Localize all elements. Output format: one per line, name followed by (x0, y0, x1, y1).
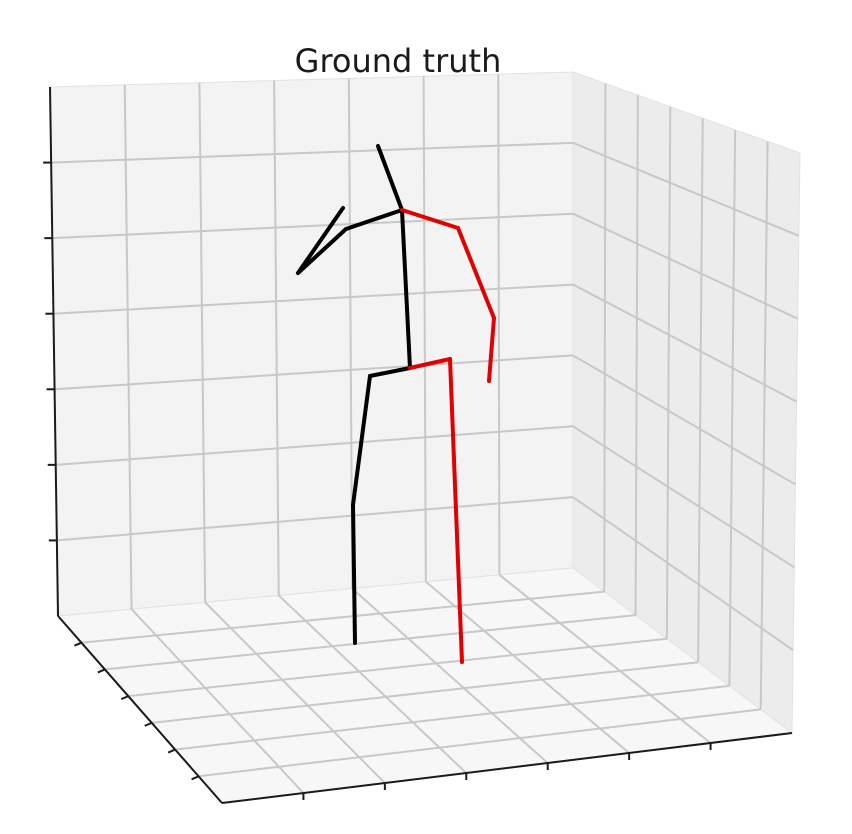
back-wall-grid-horizontal (54, 354, 574, 391)
floor-grid-width (151, 661, 699, 724)
y-axis-tick (97, 668, 106, 674)
back-wall-grid-horizontal (53, 283, 574, 315)
right-wall-grid-vertical (697, 118, 704, 663)
right-wall-grid-horizontal (572, 283, 798, 403)
back-wall-grid-vertical (497, 74, 501, 575)
right-wall-grid-horizontal (572, 141, 800, 237)
y-axis-tick (167, 748, 176, 754)
floor-grid-width (175, 684, 730, 751)
skeleton-bone-0-0 (376, 144, 404, 212)
right-wall-grid-horizontal (572, 354, 796, 486)
back-wall-grid-horizontal (51, 141, 574, 164)
back-wall-grid-horizontal (55, 425, 574, 466)
floor-grid-depth (498, 574, 712, 744)
right-wall-grid-vertical (634, 95, 639, 616)
right-wall-grid-horizontal (572, 212, 799, 320)
axis-lines (49, 86, 793, 804)
right-wall-grid-horizontal (572, 425, 795, 569)
skeleton-bone-0-3 (296, 206, 345, 275)
skeleton-bone-1-2 (487, 316, 496, 383)
skeleton-bone-1-0 (400, 208, 460, 230)
skeleton-bone-0-7 (351, 503, 357, 645)
floor-grid-width (128, 637, 667, 698)
skeleton-bone-0-1 (344, 208, 404, 231)
skeleton-bone-1-1 (456, 226, 496, 320)
y-axis-tick (144, 721, 153, 727)
skeleton-bone-0-4 (400, 208, 412, 370)
back-wall-grid-vertical (273, 80, 280, 596)
floor-grid-depth (204, 601, 386, 784)
floor-grid-width (198, 708, 761, 778)
grid-lines (51, 74, 800, 794)
floor-grid-width (81, 590, 605, 644)
skeleton-bone-1-4 (448, 357, 464, 664)
back-wall-grid-vertical (123, 84, 133, 610)
tick-marks (43, 161, 712, 800)
skeleton-bone-0-6 (351, 374, 372, 507)
chart-title: Ground truth (295, 42, 502, 80)
y-axis-tick (120, 695, 129, 701)
floor-grid-depth (351, 587, 549, 764)
floor-grid-width (104, 614, 636, 671)
back-wall-grid-horizontal (52, 212, 574, 240)
y-axis-tick (191, 775, 199, 781)
skeleton-bone-0-2 (296, 227, 348, 275)
back-wall-grid-vertical (198, 82, 207, 603)
skeleton (296, 144, 496, 664)
skeleton-bone-0-5 (368, 366, 412, 378)
back-wall-grid-vertical (422, 76, 427, 582)
right-wall-grid-vertical (759, 141, 769, 710)
right-wall-grid-horizontal (572, 496, 794, 651)
right-wall-grid-vertical (728, 129, 737, 686)
floor-grid-depth (278, 594, 467, 774)
x-axis-line (221, 732, 793, 804)
right-wall-grid-vertical (603, 83, 607, 592)
floor-grid-depth (130, 608, 305, 794)
y-axis-line (57, 615, 223, 804)
right-wall-grid-vertical (665, 106, 672, 639)
back-wall-grid-horizontal (56, 496, 574, 542)
z-axis-line (49, 86, 59, 617)
y-axis-tick (74, 641, 82, 647)
skeleton-bone-1-3 (408, 357, 452, 370)
